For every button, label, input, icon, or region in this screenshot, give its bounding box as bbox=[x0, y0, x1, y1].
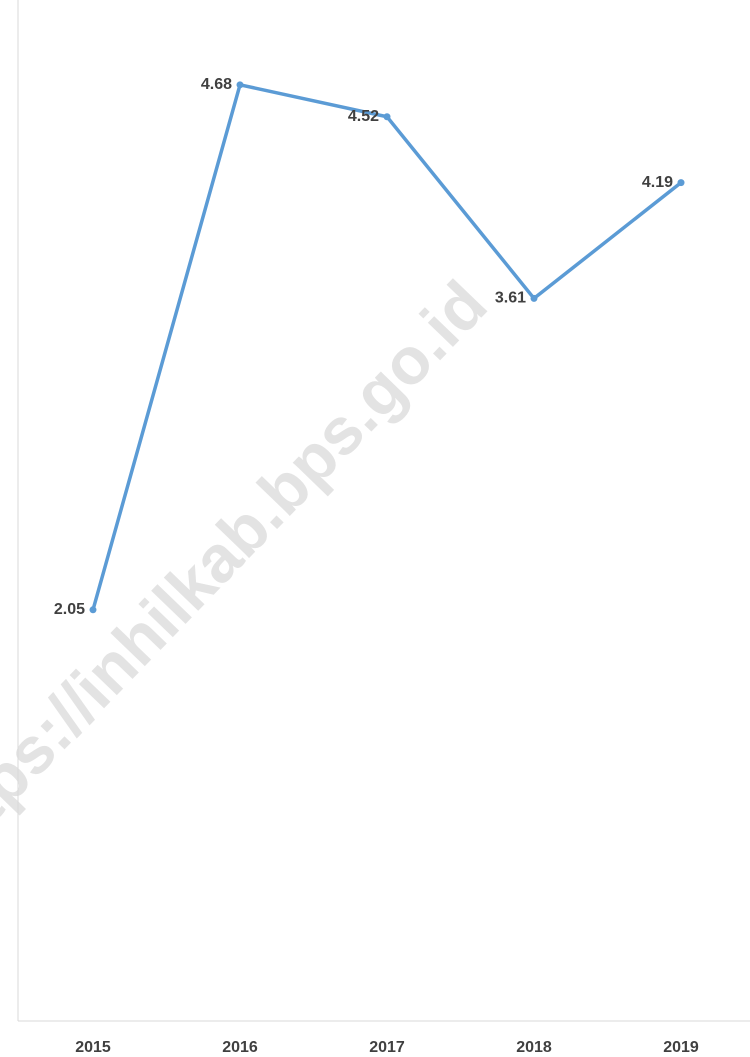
watermark: https://inhilkab.bps.go.id bbox=[0, 266, 501, 879]
x-tick-label: 2018 bbox=[516, 1039, 552, 1056]
data-point bbox=[383, 113, 391, 121]
data-label: 2.05 bbox=[54, 601, 85, 618]
x-tick-label: 2015 bbox=[75, 1039, 111, 1056]
data-point bbox=[530, 294, 538, 302]
data-point bbox=[677, 179, 685, 187]
x-tick-label: 2016 bbox=[222, 1039, 258, 1056]
x-tick-label: 2017 bbox=[369, 1039, 405, 1056]
data-label: 3.61 bbox=[495, 290, 526, 307]
data-point bbox=[89, 606, 97, 614]
data-label: 4.68 bbox=[201, 76, 232, 93]
x-tick-label: 2019 bbox=[663, 1039, 699, 1056]
data-label: 4.52 bbox=[348, 108, 379, 125]
data-point bbox=[236, 81, 244, 89]
data-label: 4.19 bbox=[642, 174, 673, 191]
